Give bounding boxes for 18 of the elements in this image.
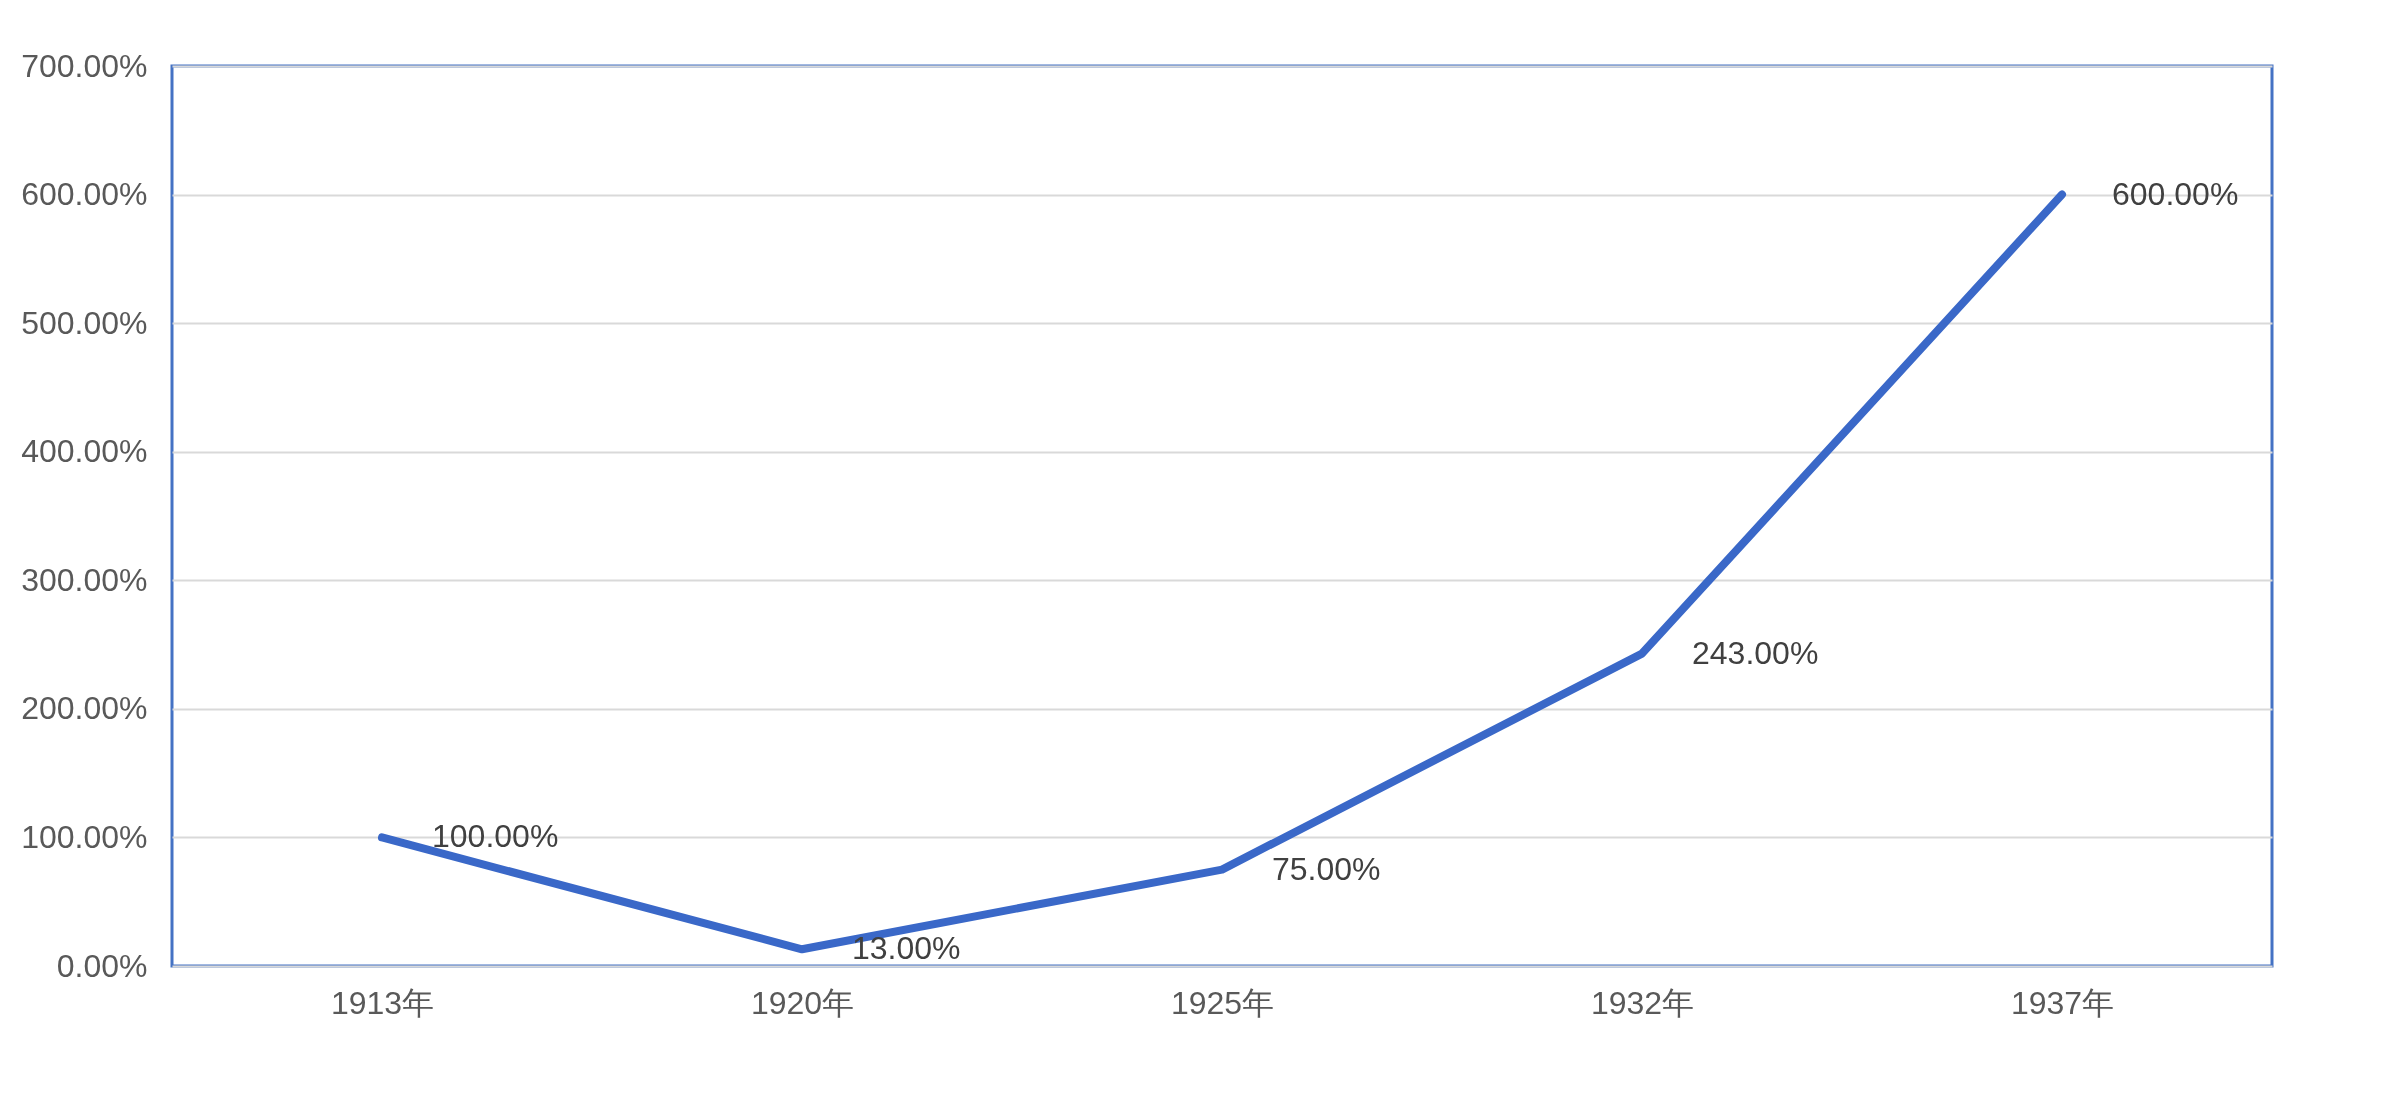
y-tick-label: 0.00%: [56, 947, 148, 984]
data-label: 243.00%: [1692, 634, 1819, 671]
data-label: 75.00%: [1272, 850, 1381, 887]
y-tick-label: 400.00%: [21, 433, 148, 470]
y-tick-label: 700.00%: [21, 47, 148, 84]
data-label: 600.00%: [2112, 175, 2239, 212]
y-tick-label: 300.00%: [21, 561, 148, 598]
x-tick-label: 1932年: [1590, 984, 1695, 1021]
y-tick-label: 200.00%: [21, 690, 148, 727]
y-tick-label: 100.00%: [21, 818, 148, 855]
x-tick-label: 1920年: [750, 984, 855, 1021]
x-tick-label: 1937年: [2010, 984, 2115, 1021]
x-tick-label: 1925年: [1170, 984, 1275, 1021]
y-tick-label: 600.00%: [21, 176, 148, 213]
x-tick-label: 1913年: [330, 984, 435, 1021]
data-label: 100.00%: [432, 818, 559, 855]
y-tick-label: 500.00%: [21, 304, 148, 341]
data-label: 13.00%: [852, 930, 961, 967]
